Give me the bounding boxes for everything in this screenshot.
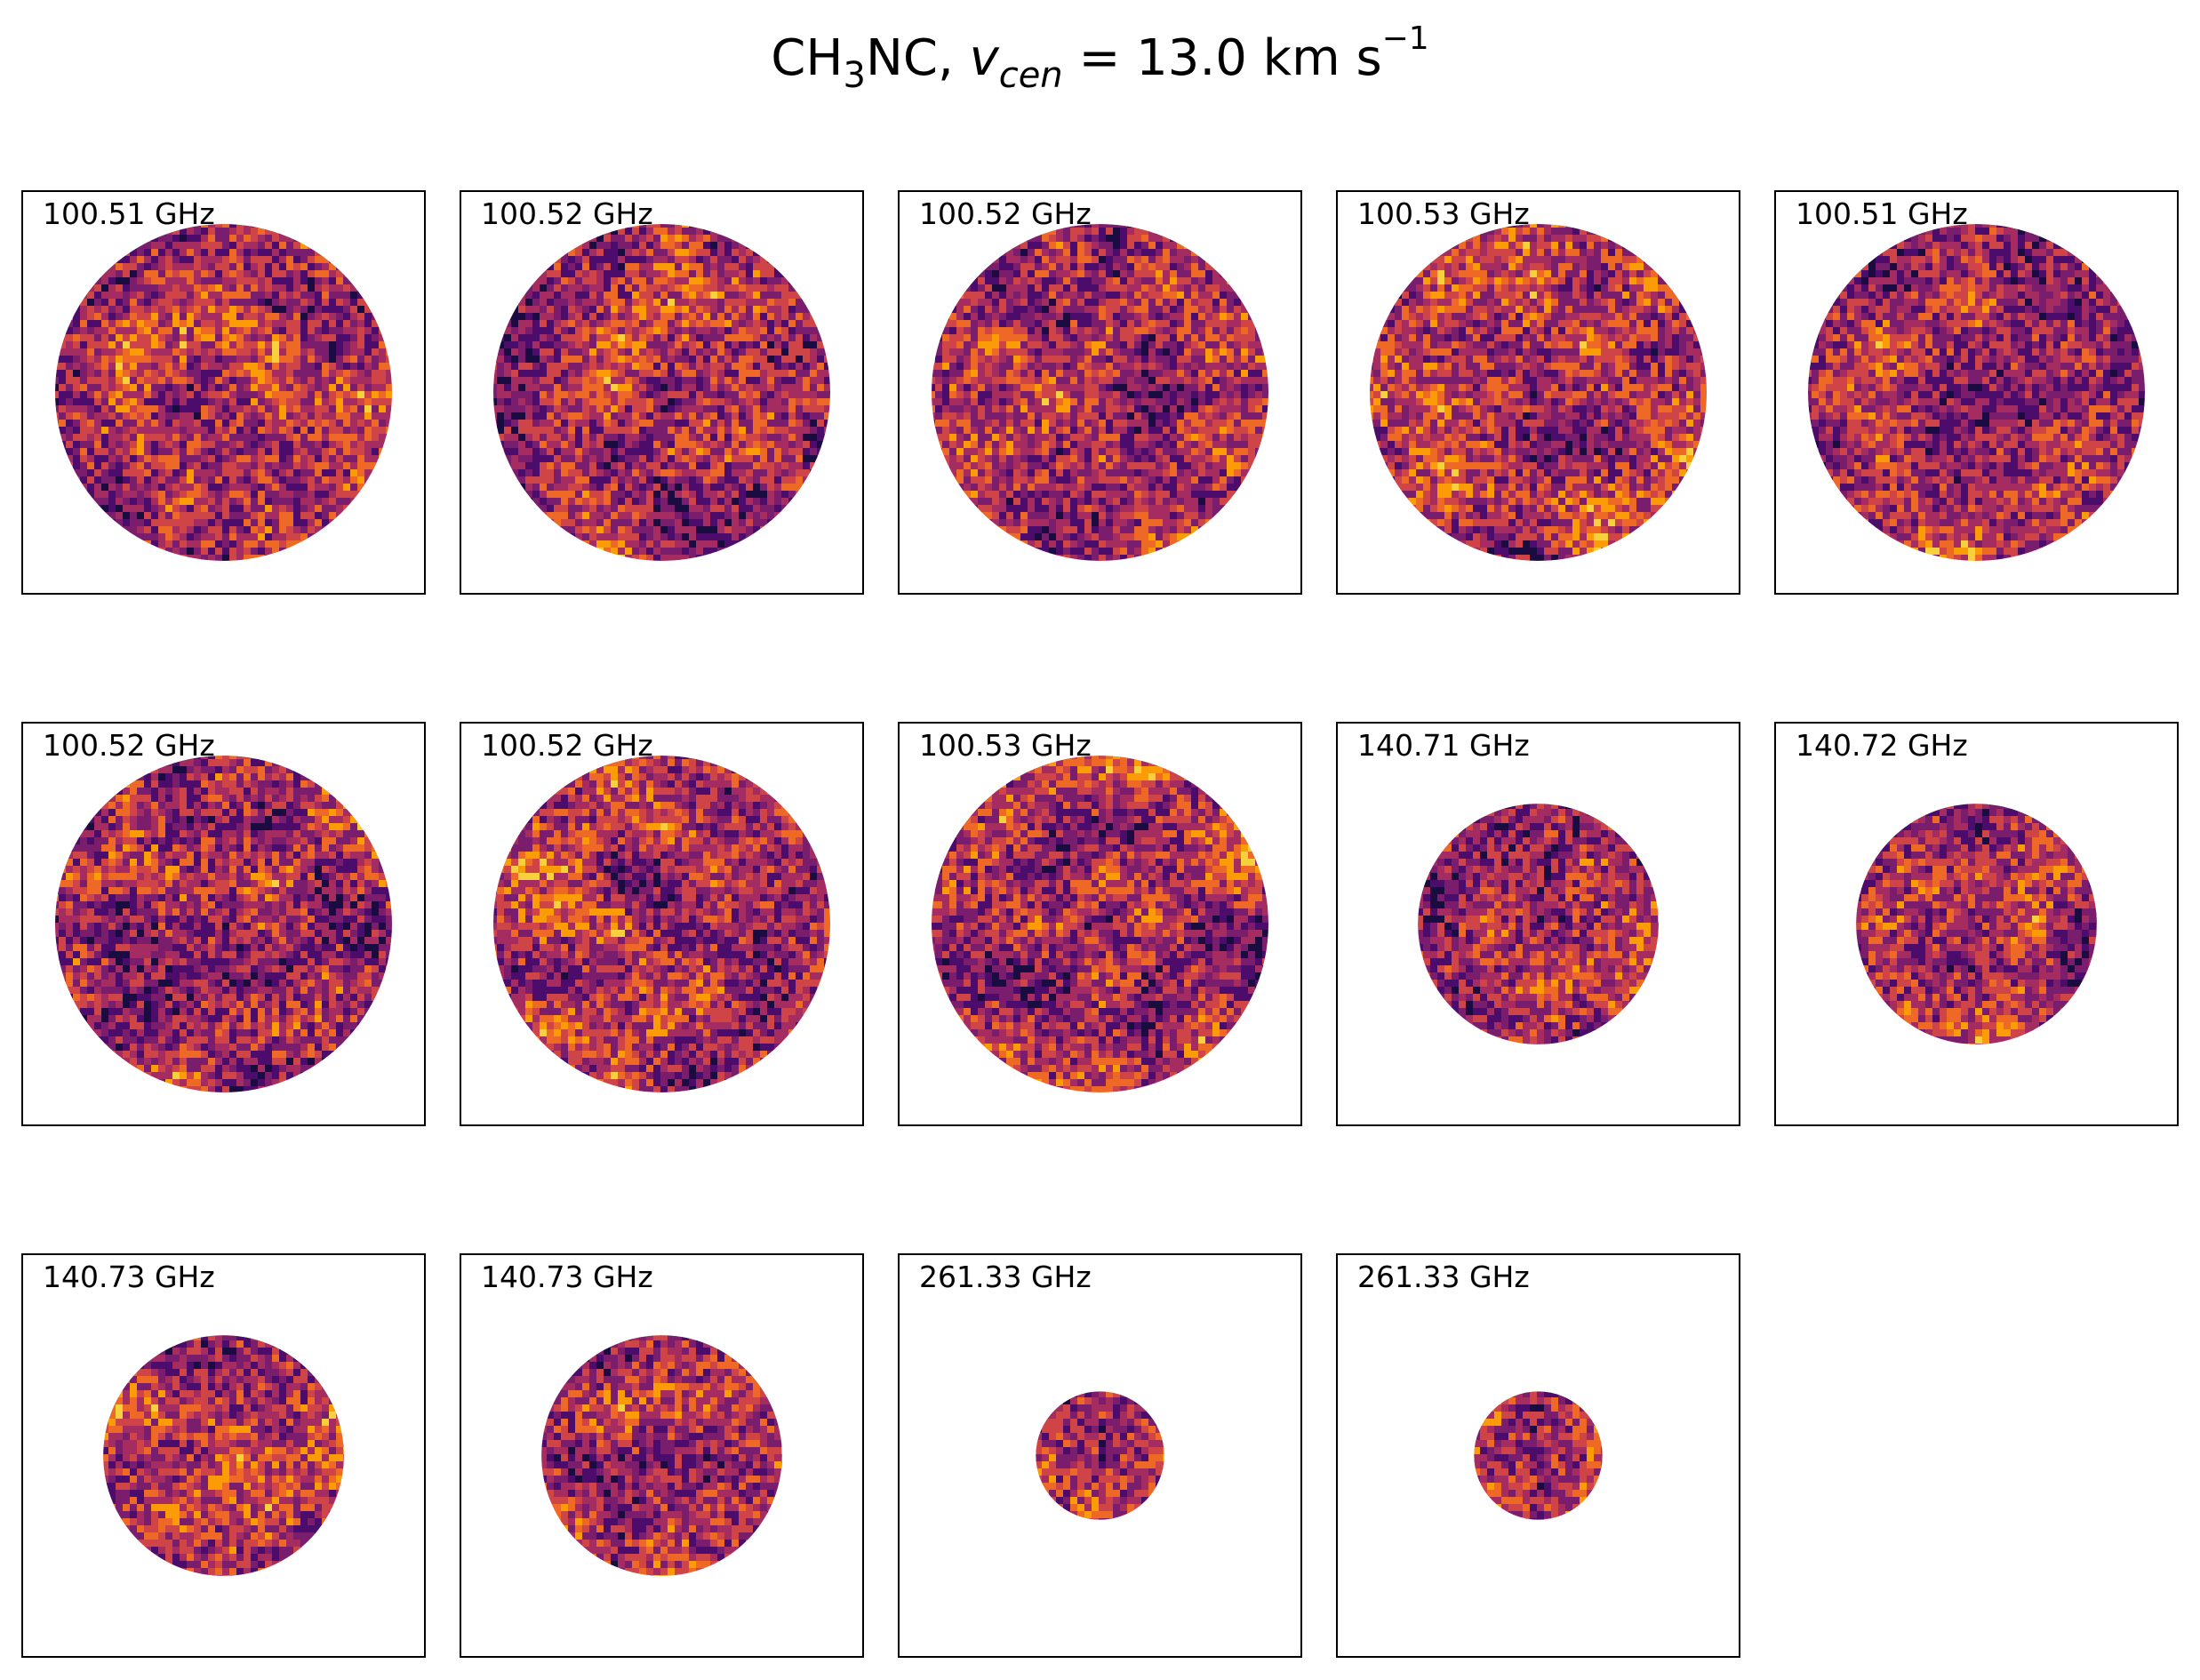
intensity-map [55,224,392,561]
panel-frequency-label: 100.53 GHz [1357,196,1530,234]
noise-field [1370,224,1707,561]
map-panel: 140.71 GHz [1336,722,1740,1126]
noise-field [493,756,830,1092]
map-panel: 100.52 GHz [460,190,864,595]
panel-frequency-label: 100.52 GHz [43,727,215,765]
intensity-map [1370,224,1707,561]
intensity-map [493,756,830,1092]
noise-field [1856,804,2097,1044]
title-prefix: CH [771,29,843,87]
panel-frequency-label: 140.73 GHz [43,1259,215,1297]
panel-frequency-label: 140.73 GHz [481,1259,653,1297]
noise-field [55,224,392,561]
noise-field [541,1335,782,1576]
intensity-map [103,1335,344,1576]
title-subscript-3: 3 [844,55,866,96]
intensity-map [1418,804,1659,1044]
intensity-map [1808,224,2145,561]
title-v: v [970,29,999,87]
map-panel: 100.53 GHz [898,722,1302,1126]
panel-frequency-label: 100.53 GHz [919,727,1092,765]
panel-frequency-label: 261.33 GHz [1357,1259,1530,1297]
noise-field [493,224,830,561]
intensity-map [541,1335,782,1576]
map-panel: 100.51 GHz [21,190,426,595]
title-cen-subscript: cen [999,55,1063,96]
intensity-map [1474,1391,1603,1520]
intensity-map [55,756,392,1092]
map-panel: 100.52 GHz [460,722,864,1126]
intensity-map [493,224,830,561]
intensity-map [1856,804,2097,1044]
map-panel: 261.33 GHz [898,1253,1302,1658]
noise-field [1036,1391,1164,1520]
map-panel: 100.53 GHz [1336,190,1740,595]
noise-field [1418,804,1659,1044]
intensity-map [932,756,1268,1092]
noise-field [932,224,1268,561]
noise-field [1474,1391,1603,1520]
panel-frequency-label: 100.51 GHz [43,196,215,234]
map-panel: 140.73 GHz [21,1253,426,1658]
panel-frequency-label: 100.52 GHz [481,196,653,234]
intensity-map [1036,1391,1164,1520]
map-panel: 261.33 GHz [1336,1253,1740,1658]
panel-frequency-label: 100.51 GHz [1796,196,1968,234]
map-panel: 100.51 GHz [1774,190,2179,595]
title-mid: NC, [866,29,970,87]
intensity-map [932,224,1268,561]
noise-field [1808,224,2145,561]
map-panel: 140.72 GHz [1774,722,2179,1126]
panel-frequency-label: 140.72 GHz [1796,727,1968,765]
panel-frequency-label: 100.52 GHz [919,196,1092,234]
panel-frequency-label: 261.33 GHz [919,1259,1092,1297]
map-panel: 100.52 GHz [898,190,1302,595]
panel-frequency-label: 140.71 GHz [1357,727,1530,765]
noise-field [103,1335,344,1576]
title-eq: = 13.0 km s [1063,29,1381,87]
panel-frequency-label: 100.52 GHz [481,727,653,765]
figure-title: CH3NC, vcen = 13.0 km s−1 [0,20,2200,97]
map-panel: 140.73 GHz [460,1253,864,1658]
noise-field [932,756,1268,1092]
noise-field [55,756,392,1092]
map-panel: 100.52 GHz [21,722,426,1126]
title-exponent: −1 [1382,20,1429,57]
